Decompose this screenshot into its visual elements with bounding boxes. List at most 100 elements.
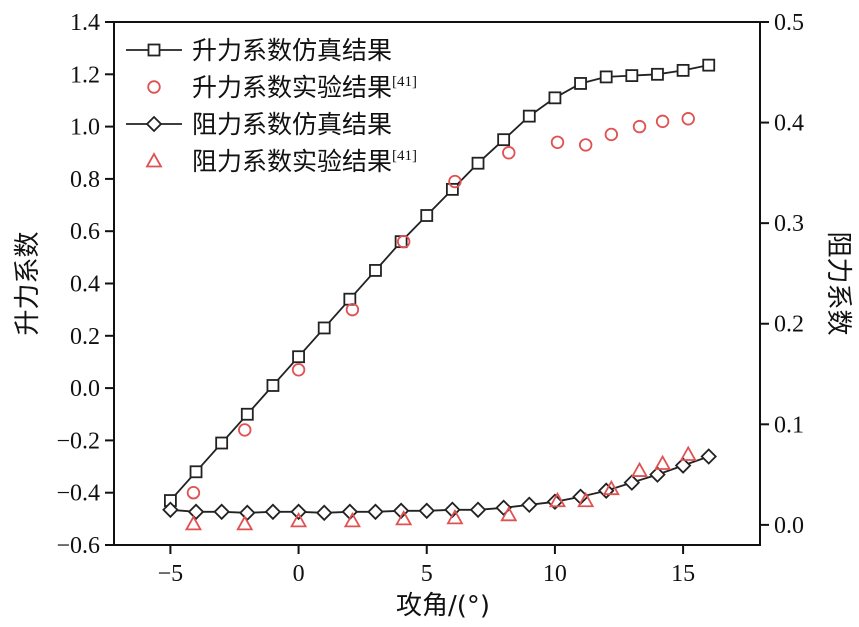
- y-right-tick-label: 0.5: [774, 10, 804, 36]
- data-point: [236, 515, 254, 531]
- data-point: [676, 63, 690, 77]
- data-point: [674, 457, 692, 474]
- x-tick-label: 10: [543, 561, 567, 587]
- data-point: [238, 423, 252, 437]
- data-point: [162, 501, 179, 519]
- data-point: [395, 510, 413, 526]
- data-point: [604, 127, 619, 142]
- y-right-tick-label: 0.2: [774, 312, 804, 338]
- legend-label-text: 阻力系数仿真结果: [192, 110, 392, 139]
- data-point: [239, 504, 256, 522]
- data-point: [471, 156, 485, 170]
- y-left-axis-title: 升力系数: [13, 231, 43, 335]
- legend-entry: 升力系数实验结果[41]: [147, 73, 417, 102]
- data-point: [495, 499, 512, 517]
- data-point: [343, 292, 357, 306]
- data-point: [578, 138, 593, 152]
- legend-label-superscript: [41]: [392, 74, 417, 90]
- data-point: [577, 491, 595, 508]
- data-point: [602, 479, 620, 496]
- data-point: [369, 264, 382, 277]
- legend-marker: [147, 43, 161, 57]
- y-left-tick-label: 1.4: [70, 10, 100, 36]
- data-point: [266, 379, 280, 392]
- y-left-tick-label: 0.2: [70, 324, 100, 350]
- legend-marker: [145, 115, 163, 133]
- data-point: [317, 321, 331, 335]
- data-point: [445, 182, 459, 196]
- legend-entry: 阻力系数实验结果[41]: [145, 147, 417, 176]
- data-point: [215, 436, 229, 450]
- data-point: [186, 486, 201, 500]
- series-0: [163, 58, 716, 507]
- y-left-tick-label: 1.2: [70, 62, 100, 88]
- data-point: [497, 133, 511, 147]
- data-point: [446, 509, 464, 525]
- y-right-axis-title: 阻力系数: [823, 231, 853, 335]
- data-point: [240, 407, 254, 421]
- series-line: [170, 455, 709, 514]
- legend-label-text: 阻力系数实验结果: [192, 147, 392, 176]
- x-tick-label: 0: [293, 561, 305, 587]
- legend-entry: 升力系数仿真结果: [126, 36, 392, 65]
- data-point: [187, 503, 205, 521]
- legend-label: 升力系数仿真结果: [192, 36, 392, 65]
- series-1: [186, 112, 695, 500]
- legend-label: 升力系数实验结果[41]: [192, 73, 417, 102]
- legend-marker: [147, 80, 161, 94]
- data-point: [502, 146, 516, 160]
- y-right-tick-label: 0.4: [774, 111, 804, 137]
- data-point: [292, 350, 305, 364]
- data-point: [655, 114, 670, 129]
- legend-label-text: 升力系数仿真结果: [192, 36, 392, 65]
- x-tick-label: 5: [421, 561, 433, 587]
- y-left-tick-label: 1.0: [70, 115, 100, 141]
- data-point: [189, 465, 203, 479]
- data-point: [264, 503, 282, 521]
- data-point: [625, 69, 639, 83]
- data-point: [654, 454, 672, 470]
- legend-label: 阻力系数实验结果[41]: [192, 147, 417, 176]
- data-point: [574, 77, 587, 90]
- data-point: [522, 109, 536, 123]
- x-tick-label: 15: [671, 561, 695, 587]
- legend-label-superscript: [41]: [392, 148, 417, 164]
- data-point: [418, 502, 436, 520]
- y-right-tick-label: 0.3: [774, 211, 804, 237]
- data-point: [213, 503, 230, 521]
- data-point: [630, 461, 649, 477]
- data-point: [599, 70, 613, 84]
- y-left-tick-label: 0.4: [70, 272, 100, 298]
- data-point: [700, 448, 718, 465]
- y-left-tick-label: 0.0: [70, 376, 100, 402]
- data-point: [396, 234, 411, 249]
- series-3: [184, 445, 697, 531]
- data-point: [521, 496, 538, 514]
- series-2: [162, 448, 718, 522]
- data-point: [632, 119, 647, 134]
- legend-label-text: 升力系数实验结果: [192, 73, 392, 102]
- data-point: [345, 302, 360, 317]
- y-left-tick-label: −0.2: [56, 428, 100, 454]
- data-point: [315, 504, 333, 522]
- y-right-tick-label: 0.1: [774, 412, 804, 438]
- data-point: [469, 501, 487, 519]
- legend-entry: 阻力系数仿真结果: [126, 110, 392, 139]
- y-left-tick-label: −0.6: [56, 533, 100, 559]
- series-line: [169, 64, 709, 502]
- data-point: [448, 174, 462, 189]
- data-point: [290, 503, 307, 521]
- data-point: [291, 363, 306, 377]
- data-point: [548, 91, 562, 105]
- y-left-tick-label: −0.4: [56, 481, 100, 507]
- data-point: [623, 474, 641, 491]
- legend-marker: [145, 152, 163, 168]
- data-point: [548, 491, 567, 508]
- data-point: [290, 512, 308, 528]
- data-point: [651, 67, 664, 81]
- x-axis-title: 攻角/(°): [396, 591, 490, 621]
- data-point: [649, 466, 666, 483]
- y-right-tick-label: 0.0: [774, 513, 804, 539]
